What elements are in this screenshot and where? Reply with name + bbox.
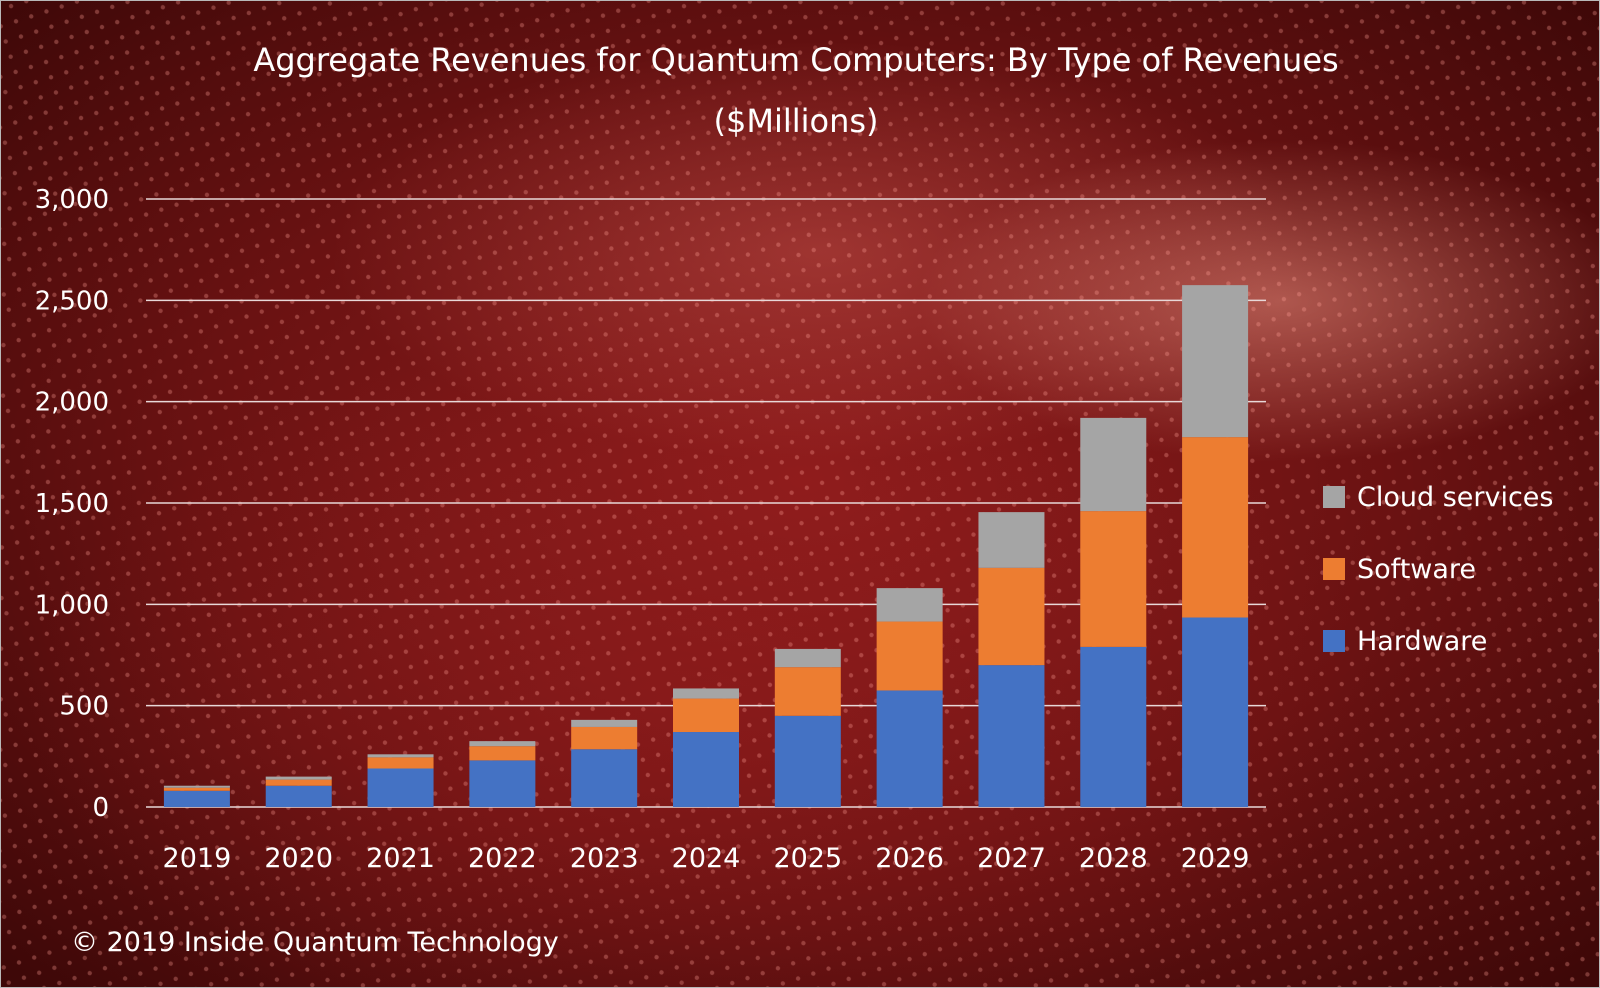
x-tick-label: 2025 [773,843,842,874]
bar-cloud-services-2028 [1080,417,1147,512]
y-axis-ticks: 0 500 1,000 1,500 2,000 2,500 3,000 [35,185,109,823]
legend-label-cloud-services: Cloud services [1357,482,1554,513]
bar-cloud-services-2029 [1182,285,1249,438]
bar-cloud-services-2021 [367,754,434,758]
legend-label-software: Software [1357,554,1476,585]
legend-swatch-software [1323,558,1345,580]
bar-software-2020 [265,779,332,786]
bar-software-2029 [1182,437,1249,618]
legend-label-hardware: Hardware [1357,626,1487,657]
y-tick-label: 3,000 [35,185,109,215]
bar-cloud-services-2026 [876,588,943,622]
bar-software-2019 [163,787,230,791]
y-tick-label: 0 [92,793,109,823]
bar-hardware-2025 [774,715,841,807]
bar-cloud-services-2019 [163,785,230,788]
bar-hardware-2019 [163,790,230,807]
x-tick-label: 2021 [366,843,435,874]
chart-title: Aggregate Revenues for Quantum Computers… [253,41,1338,79]
x-tick-label: 2026 [875,843,944,874]
bar-hardware-2029 [1182,617,1249,807]
x-tick-label: 2023 [570,843,639,874]
chart-subtitle: ($Millions) [713,102,878,140]
x-tick-label: 2024 [672,843,741,874]
bar-hardware-2021 [367,768,434,807]
bar-hardware-2023 [571,749,638,807]
x-tick-label: 2029 [1181,843,1250,874]
y-tick-label: 1,500 [35,489,109,519]
legend-swatch-hardware [1323,630,1345,652]
bar-hardware-2024 [673,732,739,807]
bar-software-2023 [571,726,638,750]
bar-software-2021 [367,757,434,769]
x-tick-label: 2022 [468,843,537,874]
x-tick-label: 2028 [1079,843,1148,874]
x-axis-ticks: 2019 2020 2021 2022 2023 2024 2025 2026 2027 2028… [163,843,1250,874]
bar-cloud-services-2023 [571,719,638,727]
copyright-notice: © 2019 Inside Quantum Technology [71,927,559,958]
bar-cloud-services-2027 [978,512,1045,568]
legend-swatch-cloud-services [1323,486,1345,508]
x-tick-label: 2020 [264,843,333,874]
bar-software-2025 [774,667,841,716]
bar-software-2026 [876,621,943,691]
bar-cloud-services-2025 [774,648,841,668]
bar-software-2027 [978,567,1045,666]
bar-software-2028 [1080,511,1147,647]
x-tick-label: 2019 [163,843,232,874]
x-tick-label: 2027 [977,843,1046,874]
bar-cloud-services-2020 [265,776,332,780]
bar-hardware-2022 [469,760,536,807]
bar-hardware-2027 [978,665,1045,807]
bar-cloud-services-2024 [673,688,739,699]
bar-hardware-2026 [876,690,943,807]
bar-cloud-services-2022 [469,741,536,747]
bars [163,285,1249,807]
y-tick-label: 500 [59,692,109,722]
y-tick-label: 1,000 [35,590,109,620]
bar-hardware-2020 [265,785,332,807]
y-tick-label: 2,500 [35,286,109,316]
bar-hardware-2028 [1080,646,1147,807]
bar-software-2022 [469,746,536,761]
bar-software-2024 [673,698,739,733]
legend: Cloud services Software Hardware [1323,482,1554,657]
y-tick-label: 2,000 [35,388,109,418]
